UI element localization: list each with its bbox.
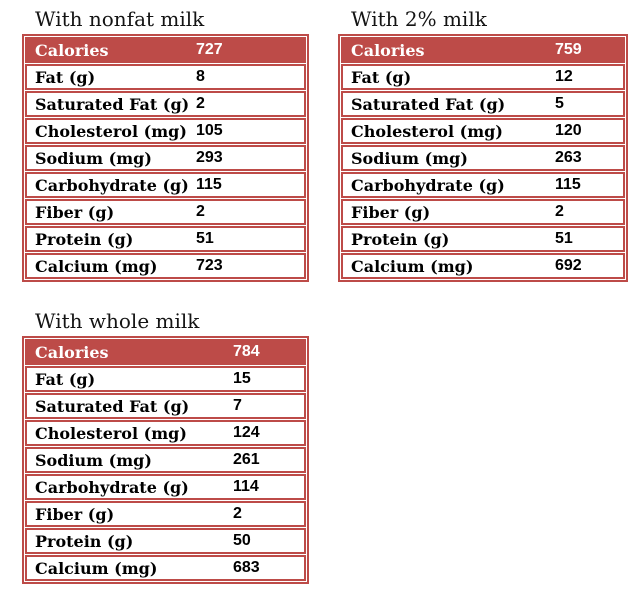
row-value: 115 <box>196 176 222 193</box>
table-row: Fiber (g) 2 <box>341 199 625 225</box>
row-label: Calcium (mg) <box>35 558 158 578</box>
row-label: Saturated Fat (g) <box>35 396 190 416</box>
row-value: 2 <box>196 203 205 220</box>
row-value: 51 <box>196 230 214 247</box>
row-label: Carbohydrate (g) <box>35 175 189 195</box>
row-value: 115 <box>555 176 581 193</box>
row-label: Carbohydrate (g) <box>351 175 505 195</box>
row-value: 12 <box>555 68 573 85</box>
table-row: Calcium (mg) 723 <box>25 253 306 279</box>
row-label: Fat (g) <box>351 67 412 87</box>
nutrition-table: Calories 784 Fat (g) 15 Saturated Fat (g… <box>22 336 309 584</box>
nutrition-block-whole-milk: With whole milk Calories 784 Fat (g) 15 … <box>22 310 309 584</box>
table-header-row: Calories 784 <box>25 339 306 365</box>
row-label: Protein (g) <box>351 229 450 249</box>
row-value: 723 <box>196 257 223 274</box>
table-header-row: Calories 759 <box>341 37 625 63</box>
table-title: With nonfat milk <box>35 7 205 31</box>
row-value: 5 <box>555 95 564 112</box>
row-label: Fat (g) <box>35 67 96 87</box>
table-row: Fat (g) 15 <box>25 366 306 392</box>
table-row: Protein (g) 51 <box>25 226 306 252</box>
row-value: 263 <box>555 149 582 166</box>
row-label: Sodium (mg) <box>351 148 468 168</box>
row-value: 7 <box>233 397 242 414</box>
table-row: Sodium (mg) 263 <box>341 145 625 171</box>
table-row: Saturated Fat (g) 7 <box>25 393 306 419</box>
table-row: Fat (g) 12 <box>341 64 625 90</box>
table-row: Cholesterol (mg) 120 <box>341 118 625 144</box>
nutrition-table: Calories 759 Fat (g) 12 Saturated Fat (g… <box>338 34 628 282</box>
row-value: 50 <box>233 532 251 549</box>
nutrition-block-nonfat-milk: With nonfat milk Calories 727 Fat (g) 8 … <box>22 8 309 282</box>
row-value: 105 <box>196 122 223 139</box>
header-value: 727 <box>196 41 223 58</box>
row-value: 683 <box>233 559 260 576</box>
table-row: Fat (g) 8 <box>25 64 306 90</box>
table-row: Fiber (g) 2 <box>25 199 306 225</box>
row-label: Carbohydrate (g) <box>35 477 189 497</box>
nutrition-block-2pct-milk: With 2% milk Calories 759 Fat (g) 12 Sat… <box>338 8 628 282</box>
row-value: 8 <box>196 68 205 85</box>
row-value: 15 <box>233 370 251 387</box>
row-value: 51 <box>555 230 573 247</box>
row-label: Calcium (mg) <box>35 256 158 276</box>
header-label: Calories <box>351 40 425 60</box>
header-label: Calories <box>35 342 109 362</box>
table-row: Calcium (mg) 692 <box>341 253 625 279</box>
table-row: Protein (g) 51 <box>341 226 625 252</box>
table-row: Cholesterol (mg) 124 <box>25 420 306 446</box>
table-row: Protein (g) 50 <box>25 528 306 554</box>
row-label: Fiber (g) <box>35 504 115 524</box>
table-header-row: Calories 727 <box>25 37 306 63</box>
row-label: Protein (g) <box>35 229 134 249</box>
row-label: Fiber (g) <box>35 202 115 222</box>
header-label: Calories <box>35 40 109 60</box>
table-row: Sodium (mg) 261 <box>25 447 306 473</box>
table-row: Saturated Fat (g) 2 <box>25 91 306 117</box>
row-label: Cholesterol (mg) <box>35 121 187 141</box>
row-label: Protein (g) <box>35 531 134 551</box>
table-row: Cholesterol (mg) 105 <box>25 118 306 144</box>
row-label: Cholesterol (mg) <box>351 121 503 141</box>
header-value: 784 <box>233 343 260 360</box>
nutrition-table: Calories 727 Fat (g) 8 Saturated Fat (g)… <box>22 34 309 282</box>
row-label: Sodium (mg) <box>35 450 152 470</box>
row-value: 2 <box>233 505 242 522</box>
row-value: 120 <box>555 122 582 139</box>
row-value: 293 <box>196 149 223 166</box>
row-label: Calcium (mg) <box>351 256 474 276</box>
row-value: 2 <box>196 95 205 112</box>
table-row: Sodium (mg) 293 <box>25 145 306 171</box>
header-value: 759 <box>555 41 582 58</box>
row-label: Saturated Fat (g) <box>35 94 190 114</box>
table-row: Carbohydrate (g) 115 <box>25 172 306 198</box>
table-title: With whole milk <box>35 309 200 333</box>
row-label: Fiber (g) <box>351 202 431 222</box>
table-row: Fiber (g) 2 <box>25 501 306 527</box>
table-row: Carbohydrate (g) 114 <box>25 474 306 500</box>
row-value: 2 <box>555 203 564 220</box>
table-row: Calcium (mg) 683 <box>25 555 306 581</box>
row-value: 114 <box>233 478 259 495</box>
row-label: Saturated Fat (g) <box>351 94 506 114</box>
row-label: Fat (g) <box>35 369 96 389</box>
row-label: Sodium (mg) <box>35 148 152 168</box>
table-row: Carbohydrate (g) 115 <box>341 172 625 198</box>
row-value: 124 <box>233 424 260 441</box>
row-label: Cholesterol (mg) <box>35 423 187 443</box>
table-row: Saturated Fat (g) 5 <box>341 91 625 117</box>
table-title: With 2% milk <box>351 7 487 31</box>
row-value: 261 <box>233 451 260 468</box>
row-value: 692 <box>555 257 582 274</box>
